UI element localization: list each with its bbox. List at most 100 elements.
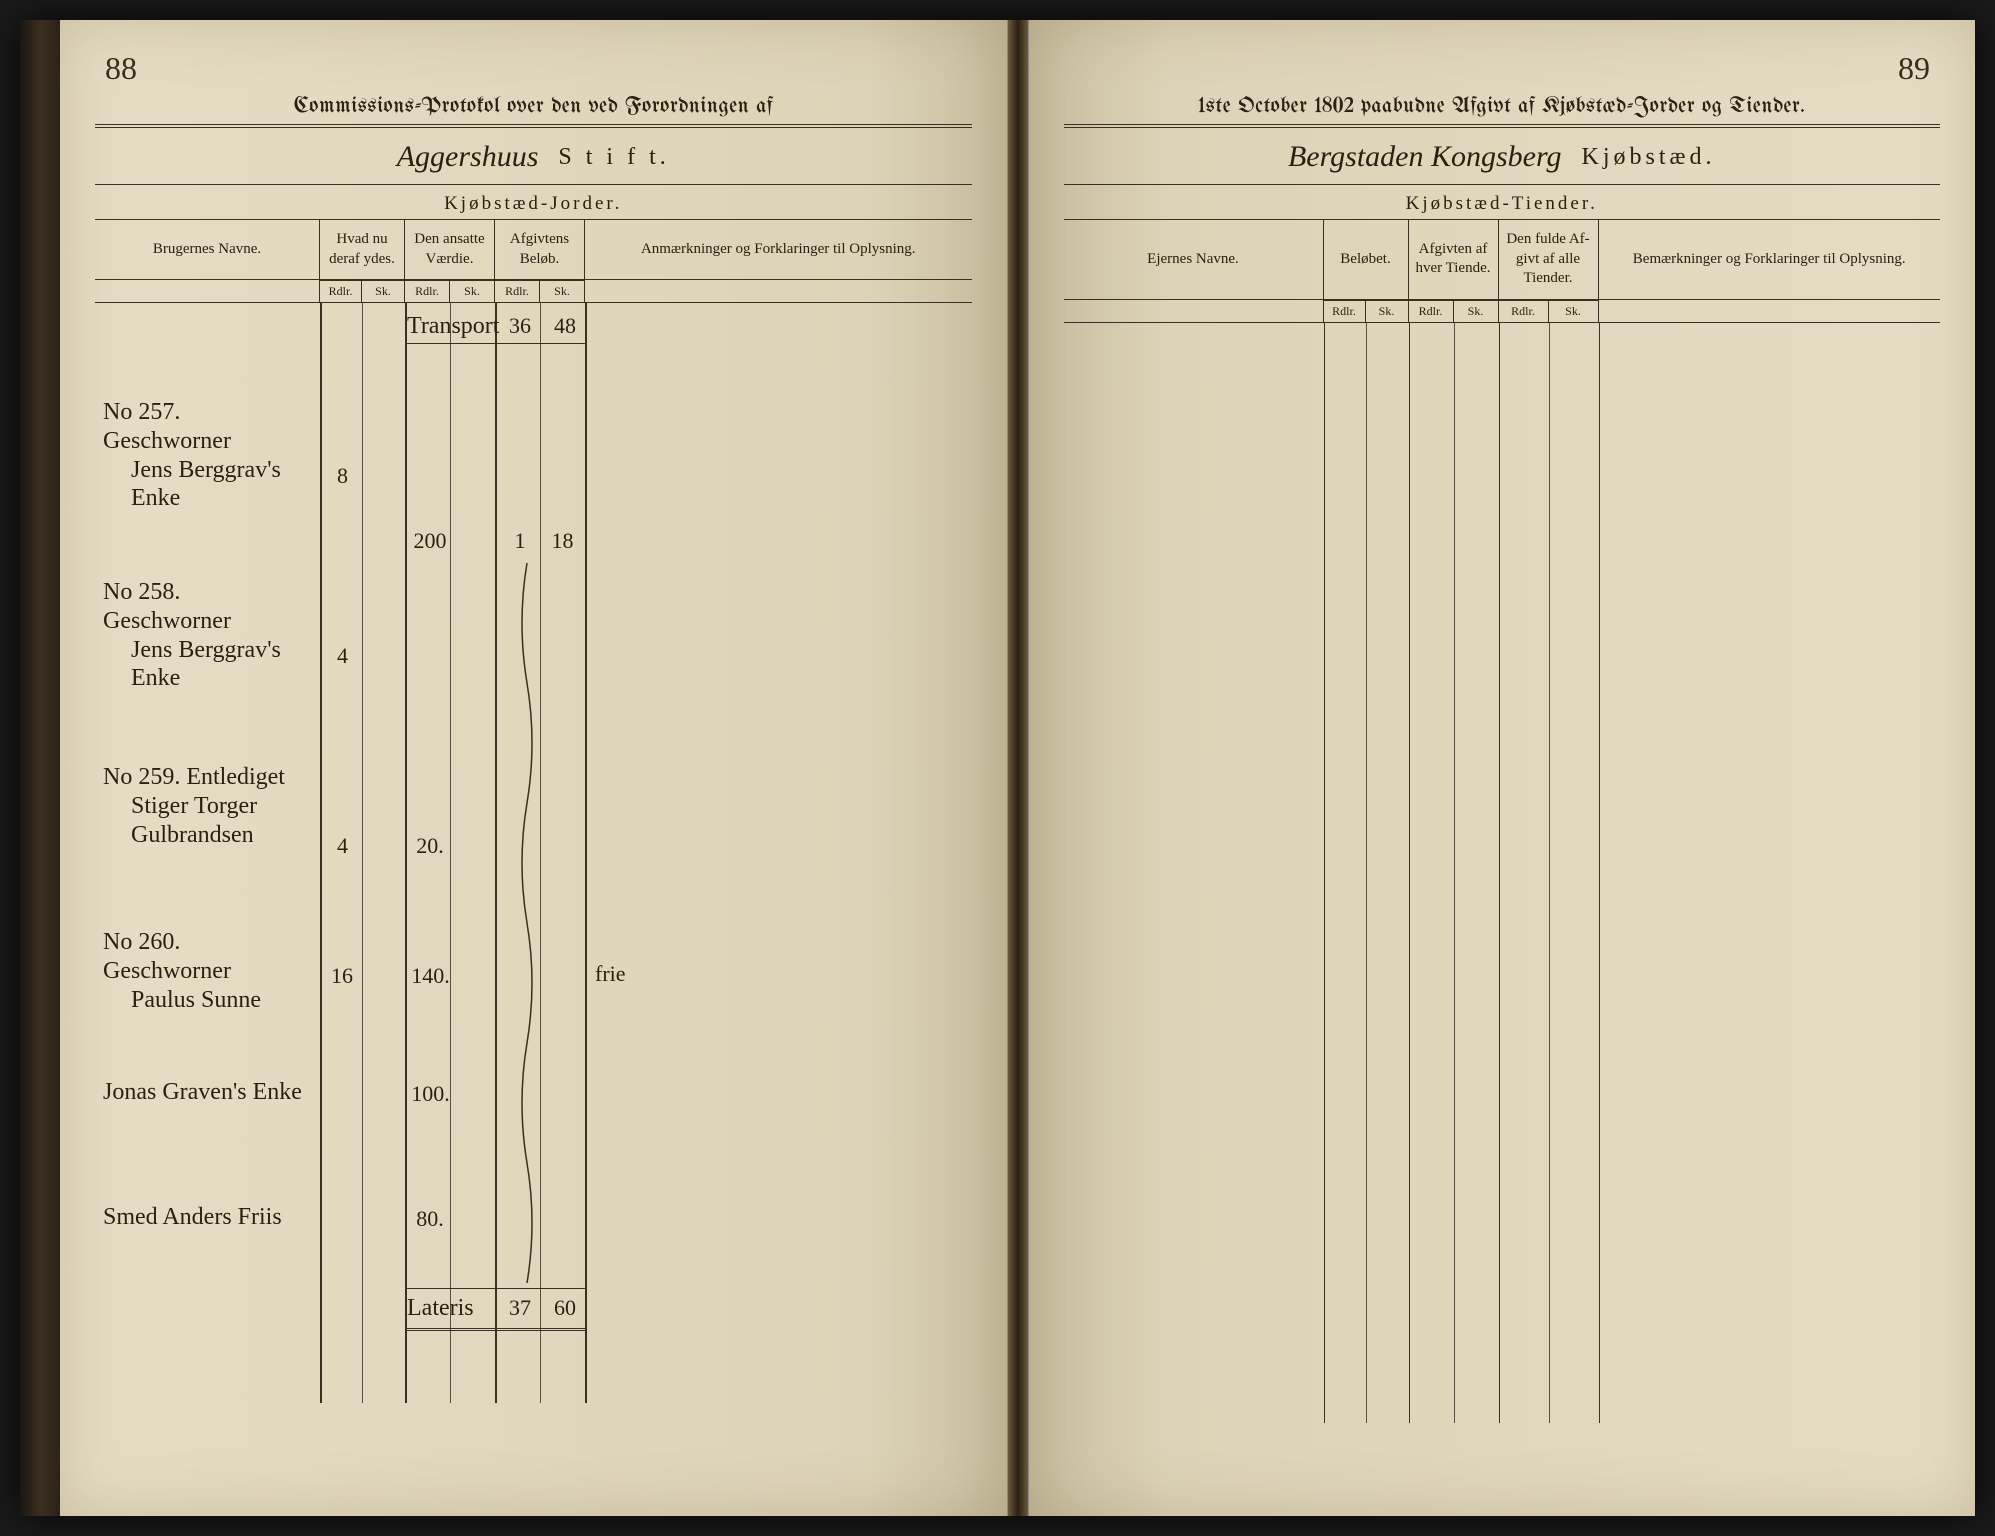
entry-anders-vaerdie: 80. bbox=[410, 1206, 450, 1232]
rule bbox=[405, 1328, 585, 1331]
entry-af-rdlr: 1 bbox=[505, 528, 535, 554]
vline bbox=[585, 303, 587, 1403]
vline bbox=[320, 303, 322, 1403]
entry-no: No 258. Geschworner bbox=[103, 578, 313, 636]
sub-sk: Sk. bbox=[1366, 300, 1409, 322]
entry-name: Paulus Sunne bbox=[131, 986, 313, 1015]
entry-name: Jens Berggrav's bbox=[131, 636, 313, 665]
entry-258: No 258. Geschworner Jens Berggrav's Enke bbox=[103, 578, 313, 693]
sub-rdlr: Rdlr. bbox=[405, 280, 450, 302]
stift-row-left: Aggershuus S t i f t. bbox=[95, 134, 972, 180]
col-bemaerk: Bemærkninger og Forklaringer til Oplysni… bbox=[1599, 220, 1941, 299]
sub-rdlr: Rdlr. bbox=[1324, 300, 1366, 322]
col-ejernes: Ejernes Navne. bbox=[1064, 220, 1324, 299]
rule bbox=[95, 184, 972, 185]
stift-row-right: Bergstaden Kongsberg Kjøbstæd. bbox=[1064, 134, 1941, 180]
page-number-left: 88 bbox=[105, 50, 972, 87]
entry-vaerdie-200: 200 bbox=[410, 528, 450, 554]
stift-print: S t i f t. bbox=[558, 144, 669, 171]
entry-no: No 260. Geschworner bbox=[103, 928, 313, 986]
sub-sk: Sk. bbox=[540, 280, 585, 302]
page-right: 89 1ste October 1802 paabudne Afgivt af … bbox=[1028, 20, 1976, 1516]
vline bbox=[1409, 323, 1411, 1423]
lateris-rdlr: 37 bbox=[500, 1295, 540, 1321]
entry-no: No 257. Geschworner bbox=[103, 398, 313, 456]
entry-anders: Smed Anders Friis bbox=[103, 1203, 313, 1232]
entry-257: No 257. Geschworner Jens Berggrav's Enke bbox=[103, 398, 313, 513]
entry-jonas: Jonas Graven's Enke bbox=[103, 1078, 313, 1107]
sub-sk: Sk. bbox=[450, 280, 495, 302]
col-afgift-tiende: Afgivten af hver Tiende. bbox=[1409, 220, 1499, 299]
entry-name: Stiger Torger bbox=[131, 792, 313, 821]
sub-rdlr: Rdlr. bbox=[1499, 300, 1549, 322]
sub-rdlr: Rdlr. bbox=[1409, 300, 1454, 322]
entry-no: No 259. Entlediget bbox=[103, 763, 313, 792]
entry-name: Jonas Graven's Enke bbox=[103, 1078, 313, 1107]
sub-blank bbox=[1599, 300, 1941, 322]
section-label-left: Kjøbstæd-Jorder. bbox=[95, 189, 972, 219]
vline bbox=[495, 303, 497, 1403]
rule bbox=[95, 124, 972, 128]
col-brugernes: Brugernes Navne. bbox=[95, 220, 320, 279]
rule bbox=[1064, 124, 1941, 128]
binding-edge bbox=[20, 20, 60, 1516]
sub-blank bbox=[1064, 300, 1324, 322]
entry-260: No 260. Geschworner Paulus Sunne bbox=[103, 928, 313, 1014]
sub-rdlr: Rdlr. bbox=[320, 280, 362, 302]
rule bbox=[405, 1288, 585, 1289]
sub-rdlr: Rdlr. bbox=[495, 280, 540, 302]
book-spread: 88 Commissions-Protokol over den ved For… bbox=[20, 20, 1975, 1516]
section-label-right: Kjøbstæd-Tiender. bbox=[1064, 189, 1941, 219]
col-afgift: Afgivtens Beløb. bbox=[495, 220, 585, 279]
entry-257-ydes: 8 bbox=[325, 463, 360, 489]
entry-259-ydes: 4 bbox=[325, 833, 360, 859]
column-headers-left: Brugernes Navne. Hvad nu deraf ydes. Den… bbox=[95, 219, 972, 280]
running-title-right: 1ste October 1802 paabudne Afgivt af Kjø… bbox=[1064, 95, 1941, 118]
page-number-right: 89 bbox=[1064, 50, 1931, 87]
entry-jonas-vaerdie: 100. bbox=[408, 1081, 453, 1107]
col-beloebet: Beløbet. bbox=[1324, 220, 1409, 299]
vline bbox=[1366, 323, 1367, 1423]
entry-259-vaerdie: 20. bbox=[410, 833, 450, 859]
col-vaerdie: Den ansatte Værdie. bbox=[405, 220, 495, 279]
entry-260-note: frie bbox=[595, 961, 655, 987]
lateris-label: Lateris bbox=[407, 1295, 474, 1322]
sub-blank bbox=[585, 280, 972, 302]
stift-script: Bergstaden Kongsberg bbox=[1288, 140, 1562, 174]
vline bbox=[362, 303, 363, 1403]
col-ydes: Hvad nu deraf ydes. bbox=[320, 220, 405, 279]
entry-tail: Enke bbox=[131, 664, 313, 693]
transport-sk: 48 bbox=[545, 313, 585, 339]
entry-260-vaerdie: 140. bbox=[408, 963, 453, 989]
entry-259: No 259. Entlediget Stiger Torger Gulbran… bbox=[103, 763, 313, 849]
rule bbox=[405, 343, 585, 344]
vline bbox=[450, 303, 451, 1403]
entry-tail: Gulbrandsen bbox=[131, 821, 313, 850]
vline bbox=[1324, 323, 1326, 1423]
sub-sk: Sk. bbox=[1549, 300, 1599, 322]
ledger-table-right: Ejernes Navne. Beløbet. Afgivten af hver… bbox=[1064, 219, 1941, 1439]
entry-tail: Enke bbox=[131, 484, 313, 513]
entry-name: Jens Berggrav's bbox=[131, 456, 313, 485]
sub-blank bbox=[95, 280, 320, 302]
vline bbox=[1499, 323, 1501, 1423]
entry-name: Smed Anders Friis bbox=[103, 1203, 313, 1232]
ledger-table-left: Brugernes Navne. Hvad nu deraf ydes. Den… bbox=[95, 219, 972, 1439]
entry-af-sk: 18 bbox=[545, 528, 580, 554]
lateris-sk: 60 bbox=[545, 1295, 585, 1321]
ledger-body-right bbox=[1064, 323, 1941, 1423]
sub-headers-right: Rdlr. Sk. Rdlr. Sk. Rdlr. Sk. bbox=[1064, 300, 1941, 323]
vline bbox=[1454, 323, 1455, 1423]
transport-rdlr: 36 bbox=[500, 313, 540, 339]
transport-label: Transport bbox=[407, 313, 499, 340]
entry-260-ydes: 16 bbox=[323, 963, 361, 989]
stift-script: Aggershuus bbox=[397, 140, 539, 174]
stift-print: Kjøbstæd. bbox=[1582, 144, 1716, 171]
col-anmaerk: Anmærkninger og Forklaringer til Oplysni… bbox=[585, 220, 972, 279]
sub-sk: Sk. bbox=[1454, 300, 1499, 322]
sub-sk: Sk. bbox=[362, 280, 405, 302]
entry-258-ydes: 4 bbox=[325, 643, 360, 669]
col-fulde-afgift: Den fulde Af-givt af alle Tiender. bbox=[1499, 220, 1599, 299]
sub-headers-left: Rdlr. Sk. Rdlr. Sk. Rdlr. Sk. bbox=[95, 280, 972, 303]
book-gutter bbox=[1008, 20, 1028, 1516]
